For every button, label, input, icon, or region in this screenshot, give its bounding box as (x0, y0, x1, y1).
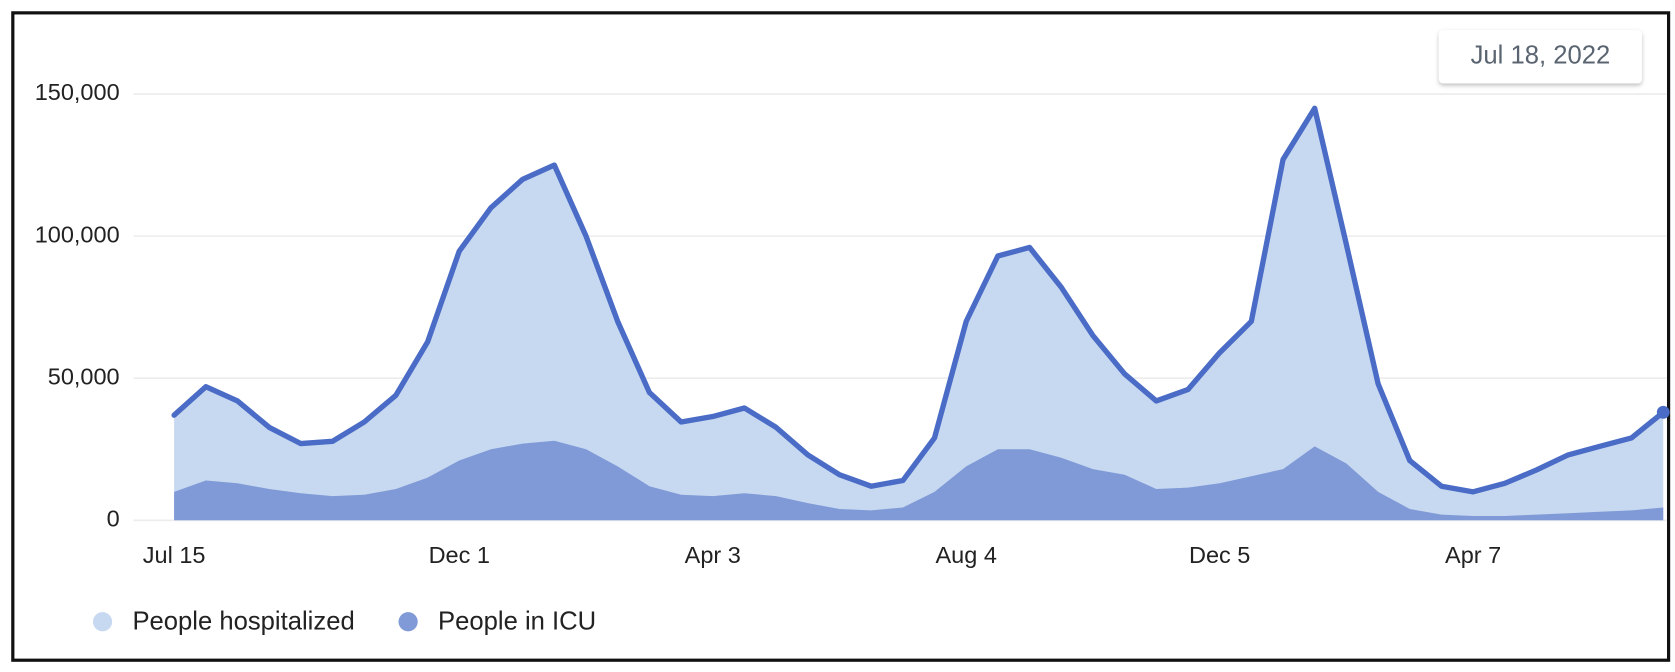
y-tick-label: 150,000 (35, 79, 120, 105)
x-tick-label: Dec 1 (429, 542, 490, 568)
y-tick-label: 50,000 (48, 363, 120, 389)
area (174, 108, 1664, 521)
plot (171, 105, 1670, 521)
x-tick-label: Jul 15 (143, 542, 206, 568)
legend-label: People in ICU (438, 608, 596, 636)
x-tick-label: Apr 7 (1445, 542, 1501, 568)
x-tick-label: Aug 4 (936, 542, 997, 568)
legend-swatch (398, 612, 418, 632)
legend-swatch (92, 612, 113, 632)
y-tick-label: 0 (107, 505, 120, 531)
legend: People hospitalized People in ICU (92, 608, 596, 636)
area (174, 440, 1664, 521)
legend-label: People hospitalized (132, 608, 354, 636)
end-point (1656, 405, 1670, 419)
line (171, 105, 1666, 495)
tooltip-box (1438, 29, 1642, 84)
tooltip-date: Jul 18, 2022 (1471, 41, 1611, 69)
x-tick-label: Dec 5 (1189, 542, 1250, 568)
x-tick-label: Apr 3 (685, 542, 741, 568)
axes: 0 50,000 100,000 150,000 Jul 15 Dec 1 Apr 3 Aug… (35, 79, 1502, 568)
y-tick-label: 100,000 (35, 221, 120, 247)
frame (11, 11, 1671, 662)
